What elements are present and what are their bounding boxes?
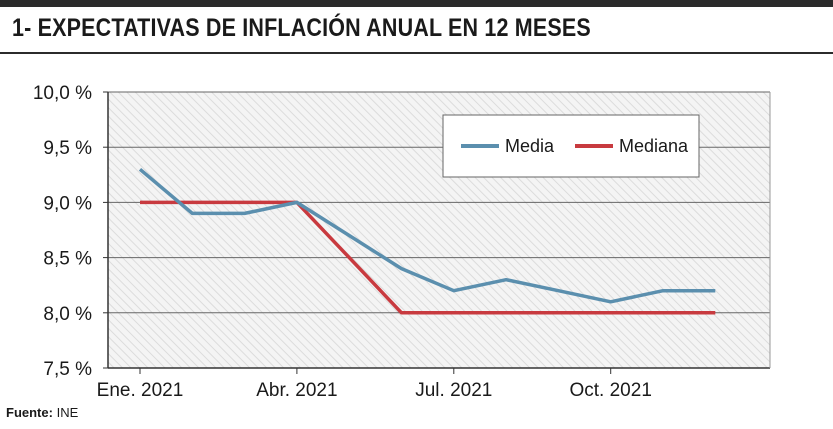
x-tick-label-1: Abr. 2021 — [256, 380, 337, 401]
y-tick-label-1: 8,0 % — [43, 304, 92, 325]
y-tick-label-0: 7,5 % — [43, 359, 92, 380]
series-line-media — [138, 167, 716, 304]
x-tick-label-0: Ene. 2021 — [97, 380, 184, 401]
y-tick-label-3: 9,0 % — [43, 193, 92, 214]
source-value: INE — [56, 405, 79, 420]
source-note: Fuente: INE — [6, 405, 78, 420]
legend-mediana-label: Mediana — [619, 136, 689, 156]
legend: Media Mediana — [442, 114, 700, 178]
y-tick-label-2: 8,5 % — [43, 249, 92, 270]
source-label: Fuente: — [6, 405, 53, 420]
x-tick-label-2: Jul. 2021 — [415, 380, 492, 401]
top-rule — [0, 0, 833, 7]
y-tick-label-4: 9,5 % — [43, 138, 92, 159]
x-tick-label-3: Oct. 2021 — [570, 380, 652, 401]
title-rule — [0, 52, 833, 54]
chart-title: 1- EXPECTATIVAS DE INFLACIÓN ANUAL EN 12… — [12, 14, 591, 42]
series-line-mediana — [140, 200, 716, 315]
y-tick-label-5: 10,0 % — [33, 83, 92, 104]
legend-media-label: Media — [505, 136, 555, 156]
